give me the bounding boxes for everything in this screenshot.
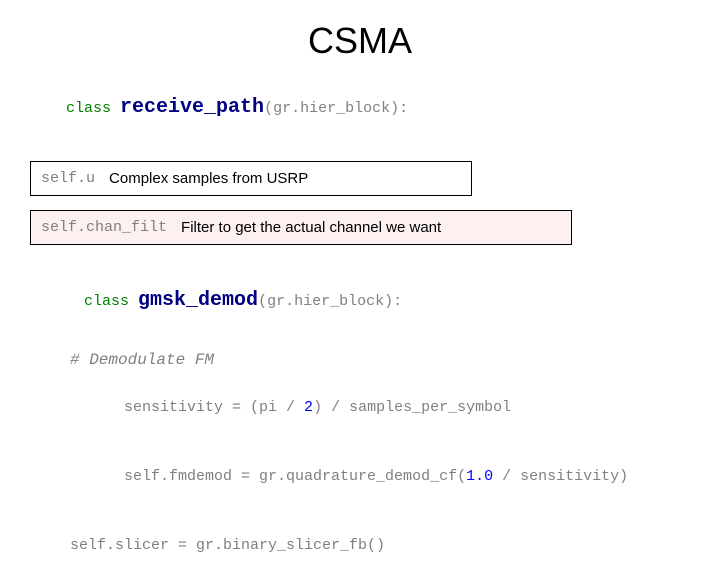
sensitivity-expr-right: ) / samples_per_symbol	[313, 399, 511, 416]
class-args: (gr.hier_block)	[264, 100, 399, 117]
colon: :	[393, 293, 402, 310]
annotation-box-usrp: self.u Complex samples from USRP	[30, 161, 472, 196]
literal-2: 2	[304, 399, 313, 416]
line-slicer: self.slicer = gr.binary_slicer_fb()	[70, 535, 690, 558]
annotation-box-chanfilt: self.chan_filt Filter to get the actual …	[30, 210, 572, 245]
literal-1-0: 1.0	[466, 468, 493, 485]
label-chanfilt: Filter to get the actual channel we want	[181, 219, 441, 236]
fmdemod-expr-right: / sensitivity)	[493, 468, 628, 485]
class-name-receive-path: receive_path	[120, 96, 264, 119]
class-name-gmsk-demod: gmsk_demod	[138, 289, 258, 312]
label-usrp: Complex samples from USRP	[109, 170, 308, 187]
line-fmdemod: self.fmdemod = gr.quadrature_demod_cf(1.…	[70, 444, 690, 512]
line-sensitivity: sensitivity = (pi / 2) / samples_per_sym…	[70, 374, 690, 442]
class-gmsk-demod-decl: class gmsk_demod(gr.hier_block):	[30, 263, 690, 338]
class-receive-path-decl: class receive_path(gr.hier_block):	[30, 70, 690, 145]
colon: :	[399, 100, 408, 117]
page-title: CSMA	[30, 20, 690, 62]
code-self-u: self.u	[41, 170, 95, 187]
class-args: (gr.hier_block)	[258, 293, 393, 310]
attr-u: u	[86, 170, 95, 187]
fmdemod-expr-left: self.fmdemod = gr.quadrature_demod_cf(	[124, 468, 466, 485]
attr-chanfilt: chan_filt	[86, 219, 167, 236]
self-prefix: self.	[41, 219, 86, 236]
keyword-class: class	[66, 100, 120, 117]
comment-demodulate-fm: # Demodulate FM	[70, 348, 690, 372]
sensitivity-expr-left: sensitivity = (pi /	[124, 399, 304, 416]
code-self-chanfilt: self.chan_filt	[41, 219, 167, 236]
self-prefix: self.	[41, 170, 86, 187]
keyword-class: class	[84, 293, 138, 310]
